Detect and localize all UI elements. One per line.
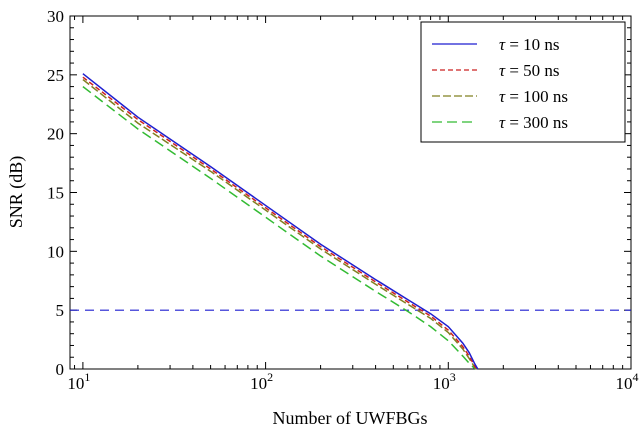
x-tick-label: 102	[250, 370, 273, 393]
legend-label: τ = 300 ns	[499, 113, 568, 132]
x-tick-label: 103	[433, 370, 456, 393]
series-line	[82, 73, 479, 370]
x-axis-title: Number of UWFBGs	[273, 408, 428, 428]
y-tick-label: 10	[47, 242, 64, 261]
series-lines	[82, 73, 479, 370]
x-tick-exponent: 3	[450, 370, 456, 384]
y-tick-label: 5	[56, 301, 65, 320]
legend-value: = 10 ns	[505, 35, 559, 54]
legend-symbol: τ	[499, 61, 506, 80]
x-tick-base: 10	[67, 374, 84, 393]
x-tick-base: 10	[433, 374, 450, 393]
legend-symbol: τ	[499, 113, 506, 132]
legend-symbol: τ	[499, 35, 506, 54]
x-tick-exponent: 4	[633, 370, 639, 384]
series-line	[82, 86, 477, 370]
y-tick-label: 0	[56, 360, 65, 379]
y-tick-label: 15	[47, 184, 64, 203]
x-tick-base: 10	[616, 374, 633, 393]
y-tick-label: 20	[47, 125, 64, 144]
legend-value: = 100 ns	[505, 87, 568, 106]
x-tick-exponent: 1	[84, 370, 90, 384]
legend: τ = 10 nsτ = 50 nsτ = 100 nsτ = 300 ns	[420, 21, 626, 143]
x-tick-exponent: 2	[267, 370, 273, 384]
legend-label: τ = 100 ns	[499, 87, 568, 106]
x-tick-label: 101	[67, 370, 90, 393]
x-tick-label: 104	[616, 370, 639, 393]
y-axis-title: SNR (dB)	[6, 156, 27, 229]
legend-label: τ = 10 ns	[499, 35, 560, 54]
legend-label: τ = 50 ns	[499, 61, 560, 80]
y-tick-label: 30	[47, 7, 64, 26]
legend-value: = 300 ns	[505, 113, 568, 132]
x-tick-base: 10	[250, 374, 267, 393]
legend-symbol: τ	[499, 87, 506, 106]
series-line	[82, 78, 478, 370]
legend-value: = 50 ns	[505, 61, 559, 80]
y-tick-label: 25	[47, 66, 64, 85]
series-line	[82, 76, 479, 370]
